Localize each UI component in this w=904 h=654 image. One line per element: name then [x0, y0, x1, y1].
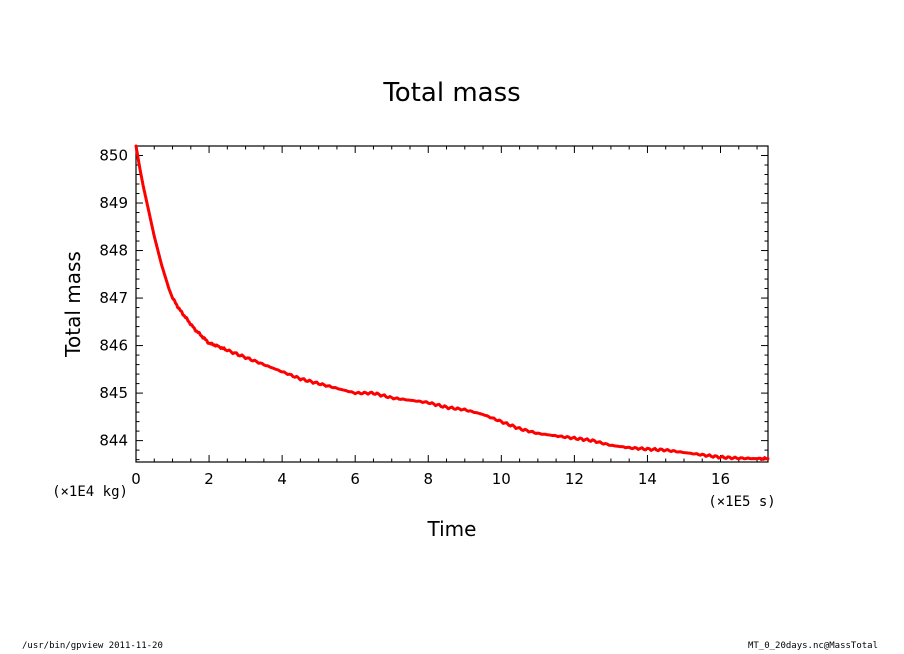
y-axis-label: Total mass [61, 251, 85, 358]
y-unit-label: (×1E4 kg) [52, 484, 128, 500]
y-tick-label: 847 [99, 289, 128, 307]
x-tick-label: 4 [277, 470, 287, 488]
y-tick-label: 846 [99, 337, 128, 355]
x-tick-label: 10 [492, 470, 511, 488]
y-tick-label: 849 [99, 194, 128, 212]
y-tick-labels: 844 845 846 847 848 849 850 [99, 147, 128, 450]
plot-frame [135, 145, 769, 463]
x-axis-label: Time [427, 517, 477, 541]
x-tick-label: 12 [565, 470, 584, 488]
y-tick-label: 845 [99, 384, 128, 402]
axis-ticks [135, 146, 768, 462]
y-tick-label: 848 [99, 242, 128, 260]
x-tick-label: 0 [131, 470, 141, 488]
x-tick-label: 2 [204, 470, 214, 488]
series-line-total-mass [134, 144, 770, 462]
x-tick-label: 16 [711, 470, 730, 488]
footer-command: /usr/bin/gpview 2011-11-20 [22, 641, 163, 651]
x-tick-labels: 0 2 4 6 8 10 12 14 16 [131, 470, 730, 488]
x-tick-label: 8 [423, 470, 433, 488]
y-tick-label: 844 [99, 432, 128, 450]
y-tick-label: 850 [99, 147, 128, 165]
chart-title: Total mass [382, 78, 520, 108]
x-unit-label: (×1E5 s) [708, 494, 775, 510]
x-tick-label: 6 [350, 470, 360, 488]
footer-source: MT_0_20days.nc@MassTotal [747, 641, 878, 651]
x-tick-label: 14 [638, 470, 657, 488]
